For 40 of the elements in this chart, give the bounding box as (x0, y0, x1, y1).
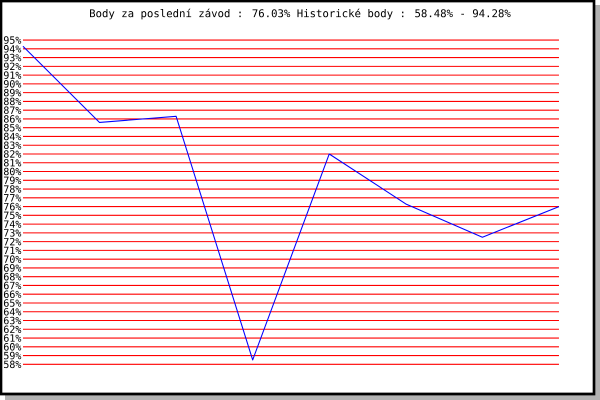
y-tick-label: 63% (4, 316, 22, 324)
y-tick-label: 93% (4, 54, 22, 62)
y-tick-label: 90% (4, 80, 22, 88)
y-tick-label: 76% (4, 202, 22, 210)
y-tick-label: 75% (4, 212, 22, 220)
y-tick-label: 73% (4, 229, 22, 237)
line-series (22, 46, 560, 360)
y-tick-label: 86% (4, 115, 22, 123)
y-tick-label: 58% (4, 360, 22, 368)
y-tick-label: 69% (4, 264, 22, 272)
y-tick-label: 60% (4, 343, 22, 351)
y-tick-label: 72% (4, 238, 22, 246)
y-tick-label: 71% (4, 246, 22, 254)
y-tick-label: 91% (4, 71, 22, 79)
y-tick-label: 85% (4, 124, 22, 132)
y-tick-label: 67% (4, 282, 22, 290)
y-tick-label: 95% (4, 36, 22, 44)
y-tick-label: 94% (4, 45, 22, 53)
y-tick-label: 77% (4, 194, 22, 202)
y-tick-label: 82% (4, 150, 22, 158)
y-tick-label: 70% (4, 255, 22, 263)
y-tick-label: 65% (4, 299, 22, 307)
y-tick-label: 81% (4, 158, 22, 167)
y-tick-label: 78% (4, 185, 22, 193)
y-tick-label: 84% (4, 132, 22, 140)
y-tick-label: 68% (4, 272, 22, 280)
y-tick-label: 62% (4, 325, 22, 334)
chart-title: Body za poslední závod : 76.03% Historické body : 58.48% - 94.28% (90, 8, 511, 20)
y-tick-label: 79% (4, 176, 22, 184)
y-tick-label: 83% (4, 141, 22, 150)
y-tick-label: 88% (4, 98, 22, 106)
y-tick-label: 87% (4, 106, 22, 114)
y-tick-label: 64% (4, 308, 22, 316)
y-tick-label: 74% (4, 220, 22, 228)
y-tick-label: 59% (4, 352, 22, 360)
y-tick-label: 66% (4, 290, 22, 298)
y-tick-label: 80% (4, 168, 22, 176)
y-tick-label: 92% (4, 62, 22, 70)
y-tick-label: 89% (4, 88, 22, 96)
y-tick-label: 61% (4, 334, 22, 342)
